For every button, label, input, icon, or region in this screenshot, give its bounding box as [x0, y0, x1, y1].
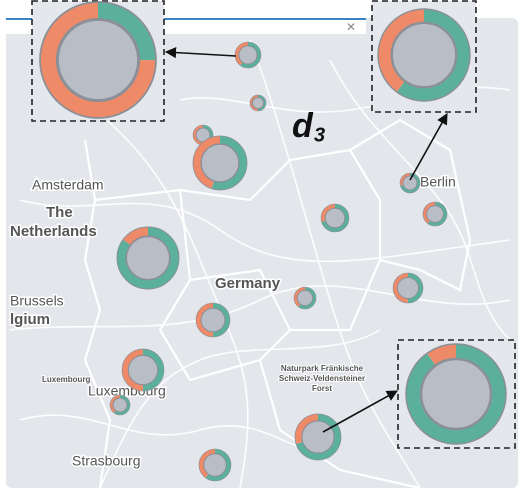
park-label: Naturpark Fränkische	[281, 364, 364, 373]
country-label: The	[46, 204, 73, 221]
donut-outline	[234, 41, 262, 69]
donut-segment	[116, 226, 179, 289]
roads	[9, 39, 511, 489]
donut-center	[203, 453, 227, 477]
country-label: Netherlands	[10, 223, 97, 240]
arrow	[409, 113, 448, 181]
donut-segment	[40, 2, 156, 118]
donut-center	[390, 21, 458, 89]
park-label: Forst	[312, 384, 332, 393]
donut-outline	[39, 1, 157, 119]
markers	[109, 41, 448, 482]
annotation-subscript: 3	[314, 124, 325, 146]
donut-center	[127, 354, 159, 386]
donut-center	[402, 175, 418, 191]
donut-center	[301, 420, 335, 454]
donut-outline	[392, 272, 424, 304]
place-label: Strasbourg	[72, 453, 140, 469]
country-label: Luxembourg	[42, 375, 91, 384]
donut-segment	[400, 173, 420, 193]
donut-center	[112, 397, 128, 413]
arrow	[322, 390, 398, 433]
donut-center	[324, 207, 346, 229]
donut-center	[238, 45, 258, 65]
donut-center	[200, 143, 240, 183]
donut-outline	[377, 8, 471, 102]
place-label: Amsterdam	[32, 177, 104, 193]
donut-center	[125, 235, 171, 281]
country-label: lgium	[10, 311, 50, 328]
donut-segment	[378, 9, 470, 102]
donut-center	[426, 205, 444, 223]
donut-outline	[294, 413, 342, 461]
donut-center	[397, 277, 419, 299]
place-label: Berlin	[420, 174, 456, 190]
donut-center	[251, 96, 265, 110]
donut-center	[55, 17, 141, 103]
donut-segment	[293, 287, 316, 310]
donut-segment	[295, 413, 342, 460]
donut-segment	[423, 202, 448, 227]
donut-center	[200, 307, 226, 333]
donut-outline	[192, 135, 248, 191]
donut-outline	[405, 343, 507, 445]
close-icon[interactable]: ✕	[346, 20, 356, 34]
donut-segment	[321, 203, 350, 232]
donut-outline	[195, 302, 231, 338]
donut-outline	[198, 448, 232, 482]
donut-outline	[399, 172, 421, 194]
borders	[83, 118, 472, 490]
donut-segment	[121, 348, 164, 391]
insets	[39, 1, 507, 445]
country-label: Germany	[215, 275, 281, 292]
annotation: d	[292, 107, 314, 145]
donut-segment	[249, 95, 266, 112]
donut-segment	[198, 449, 231, 482]
place-label: Brussels	[10, 293, 64, 309]
arrow	[164, 46, 237, 59]
donut-segment	[235, 42, 262, 69]
donut-segment	[193, 125, 213, 145]
park-label: Schweiz-Veldensteiner	[279, 374, 365, 383]
donut-segment	[195, 302, 230, 337]
donut-outline	[116, 226, 180, 290]
donut-center	[419, 357, 493, 431]
donut-center	[296, 289, 314, 307]
donut-segment	[406, 344, 506, 444]
donut-outline	[121, 348, 165, 392]
donut-segment	[40, 2, 156, 118]
donut-outline	[109, 394, 131, 416]
donut-outline	[422, 201, 448, 227]
donut-outline	[249, 94, 267, 112]
donut-segment	[193, 135, 248, 190]
donut-segment	[110, 395, 130, 415]
donut-segment	[393, 273, 423, 303]
donut-outline	[320, 203, 350, 233]
donut-outline	[293, 286, 317, 310]
